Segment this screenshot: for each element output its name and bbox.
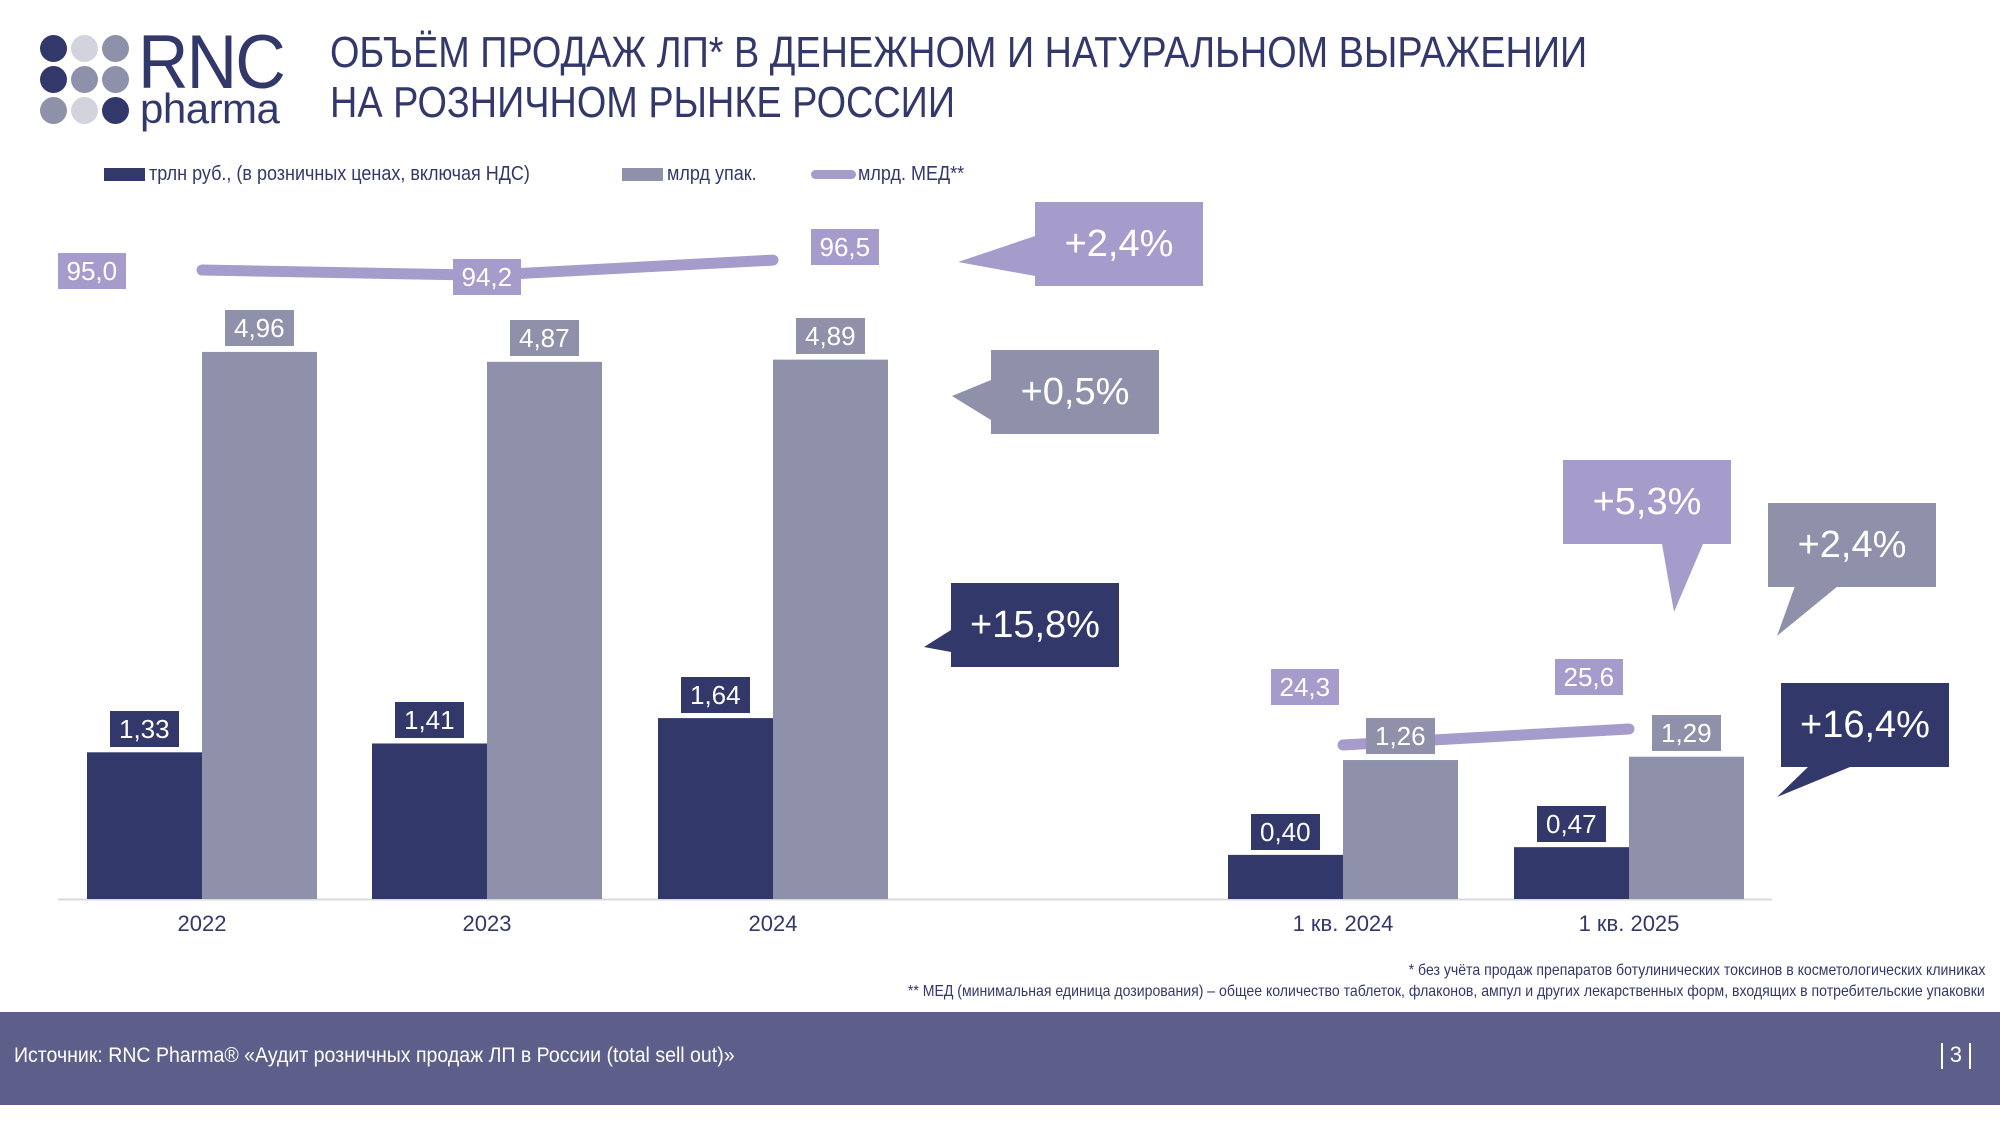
footer-source: Источник: RNC Pharma® «Аудит розничных п… (14, 1044, 735, 1067)
legend-item-med: млрд. МЕД** (811, 163, 976, 185)
growth-callout: +16,4% (1781, 683, 1949, 767)
data-label-med: 94,2 (452, 259, 522, 296)
data-label-med: 24,3 (1270, 669, 1340, 705)
rnc-pharma-logo: RNC pharma (38, 25, 298, 130)
callout-tail (1777, 767, 1850, 797)
logo-dot (102, 97, 129, 124)
legend-item-money: трлн руб., (в розничных ценах, включая Н… (104, 163, 572, 185)
category-label: 2024 (748, 911, 798, 936)
category-label: 2022 (177, 911, 227, 936)
bar-packs (1343, 760, 1458, 899)
page-divider-left (1940, 1043, 1943, 1070)
callout-tail (958, 236, 1035, 276)
data-label-packs: 4,89 (796, 317, 865, 354)
page-title-line-2: НА РОЗНИЧНОМ РЫНКЕ РОССИИ (330, 78, 956, 127)
footer-bar: Источник: RNC Pharma® «Аудит розничных п… (0, 1012, 2000, 1105)
logo-dot (40, 97, 67, 124)
bar-money (372, 743, 487, 899)
data-label-med: 25,6 (1554, 659, 1624, 695)
page-title-line-1: ОБЪЁМ ПРОДАЖ ЛП* В ДЕНЕЖНОМ И НАТУРАЛЬНО… (330, 28, 1588, 77)
legend-label-packs: млрд упак. (667, 162, 757, 185)
growth-callout: +2,4% (1035, 202, 1203, 286)
callout-tail (1777, 586, 1838, 636)
legend-swatch-packs (622, 167, 663, 181)
logo-dot (40, 66, 67, 93)
bar-packs (202, 351, 317, 899)
bar-money (1514, 847, 1629, 899)
legend-label-money: трлн руб., (в розничных ценах, включая Н… (149, 162, 530, 185)
page-divider-right (1969, 1043, 1971, 1070)
legend-swatch-money (104, 167, 145, 181)
data-label-packs: 4,96 (225, 309, 294, 346)
logo-dot (71, 35, 98, 62)
logo-brand-bottom: pharma (140, 85, 280, 132)
legend-item-packs: млрд упак. (622, 163, 767, 185)
legend-swatch-med (811, 169, 856, 179)
logo-dot (102, 66, 129, 93)
data-label-packs: 4,87 (510, 319, 579, 356)
chart-plot (58, 236, 1850, 901)
page-number: 3 (1934, 1042, 1978, 1070)
logo-dot (40, 35, 67, 62)
bar-money (87, 752, 202, 899)
legend-label-med: млрд. МЕД** (858, 162, 965, 185)
bar-packs (487, 361, 602, 899)
data-label-money: 0,40 (1251, 813, 1320, 850)
growth-callout: +15,8% (951, 583, 1119, 667)
callout-tail (924, 630, 951, 652)
data-label-packs: 1,29 (1652, 714, 1721, 751)
category-label: 1 кв. 2024 (1292, 911, 1394, 936)
page-number-value: 3 (1949, 1042, 1962, 1067)
bar-packs (1629, 756, 1744, 899)
category-label: 1 кв. 2025 (1578, 911, 1680, 936)
data-label-money: 0,47 (1537, 806, 1606, 843)
callout-tail (1662, 544, 1703, 612)
logo-dot (102, 35, 129, 62)
bar-money (658, 718, 773, 899)
data-label-packs: 1,26 (1366, 718, 1435, 755)
bar-packs (773, 359, 888, 899)
logo-brand-top: RNC (138, 20, 286, 105)
growth-callout: +2,4% (1768, 503, 1936, 587)
data-label-med: 95,0 (57, 253, 127, 289)
data-label-money: 1,41 (395, 702, 464, 739)
bar-money (1228, 854, 1343, 899)
data-label-money: 1,33 (110, 711, 179, 748)
footnote-1: * без учёта продаж препаратов ботулиниче… (1408, 962, 1985, 979)
category-label: 2023 (462, 911, 512, 936)
logo-dot (71, 66, 98, 93)
growth-callout: +5,3% (1563, 460, 1731, 544)
footnote-2: ** МЕД (минимальная единица дозирования)… (908, 983, 1985, 1000)
growth-callout: +0,5% (991, 350, 1159, 434)
sales-chart: 1,33 1,41 1,64 0,40 0,47 95,0 94,2 96,5 24,3 25,6… (57, 202, 1949, 936)
data-label-money: 1,64 (681, 677, 750, 714)
data-label-med: 96,5 (810, 229, 880, 266)
logo-dot (71, 97, 98, 124)
callout-tail (952, 380, 991, 420)
